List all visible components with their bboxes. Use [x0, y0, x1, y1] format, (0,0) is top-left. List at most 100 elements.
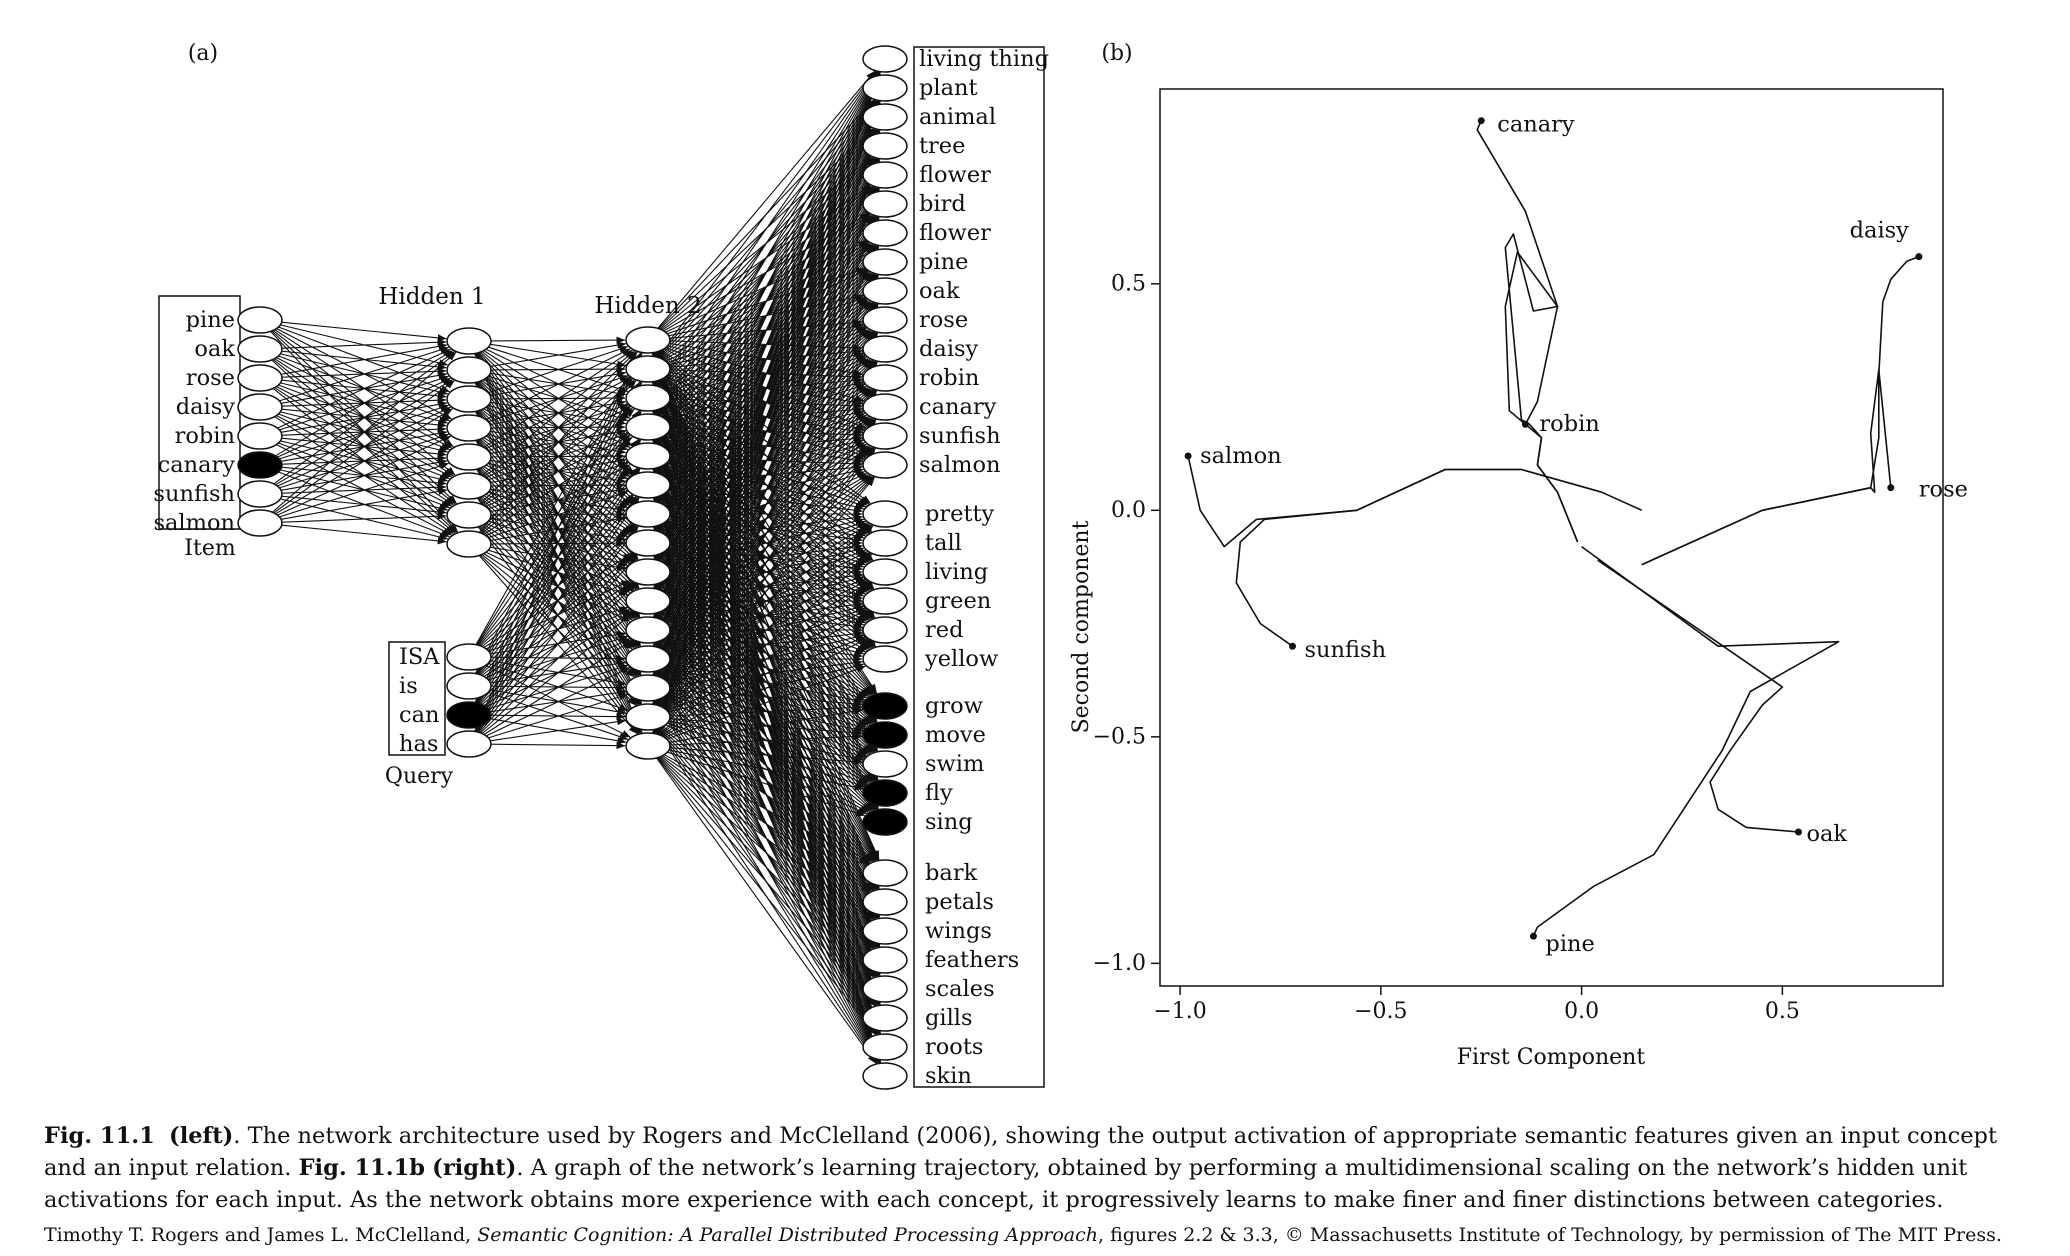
connection-arrow: [658, 756, 874, 978]
attribute-unit: [862, 558, 908, 586]
y-tick-label: 0.5: [1111, 271, 1146, 296]
connection-arrow: [488, 345, 629, 394]
connection-arrow: [490, 341, 627, 368]
attribute-unit-label: salmon: [919, 452, 1001, 478]
hidden1-unit: [446, 327, 492, 355]
connection-arrow: [659, 525, 874, 736]
connection-arrow: [480, 351, 637, 505]
attribute-unit-label: animal: [919, 104, 996, 130]
attribute-unit-label: skin: [925, 1063, 972, 1089]
figure-caption: Fig. 11.1 (left). The network architectu…: [44, 1120, 2034, 1216]
attribute-unit: [862, 587, 908, 615]
connection-arrow: [474, 381, 643, 732]
connection-arrow: [662, 726, 870, 864]
connection-arrow: [652, 72, 881, 705]
attribute-unit: [862, 277, 908, 305]
connection-arrow: [657, 757, 875, 1007]
connection-arrow: [281, 321, 447, 342]
connection-arrow: [653, 71, 880, 560]
item-unit-label: rose: [186, 365, 235, 391]
connection-arrow: [653, 381, 880, 861]
item-unit: [237, 393, 283, 421]
attribute-unit-label: canary: [919, 394, 997, 420]
attribute-unit-label: green: [925, 588, 991, 614]
hidden2-unit: [625, 355, 671, 383]
item-unit: [237, 451, 283, 479]
connection-arrow: [481, 408, 635, 534]
connection-arrow: [485, 348, 631, 421]
connection-arrow: [669, 732, 863, 746]
attribute-unit: [862, 946, 908, 974]
connection-arrow: [654, 361, 878, 734]
connection-arrow: [475, 352, 641, 645]
hidden2-unit: [625, 471, 671, 499]
connection-arrow: [654, 71, 878, 444]
hidden2-unit: [625, 384, 671, 412]
connection-arrow: [669, 689, 863, 708]
caption-fig-a-side: (left): [169, 1123, 234, 1149]
attribute-unit: [862, 1004, 908, 1032]
trajectory-line: [1532, 545, 1840, 937]
connection-arrow: [652, 72, 880, 618]
trajectory-line: [1597, 559, 1799, 833]
connection-arrow: [481, 350, 635, 476]
connection-arrow: [483, 639, 633, 735]
y-tick-label: −0.5: [1093, 724, 1146, 749]
attribute-unit-label: pretty: [925, 501, 995, 527]
hidden1-unit: [446, 356, 492, 384]
attribute-unit: [862, 779, 908, 807]
attribute-unit: [862, 917, 908, 945]
connection-arrow: [653, 274, 879, 734]
connection-arrow: [490, 718, 627, 742]
attribute-unit-label: feathers: [925, 947, 1019, 973]
connection-arrow: [273, 351, 455, 485]
connection-arrow: [660, 524, 872, 696]
trajectory-line: [1641, 255, 1920, 566]
attribute-unit: [862, 393, 908, 421]
y-axis-label: Second component: [1069, 520, 1094, 733]
attribute-unit-label: pine: [919, 249, 968, 275]
connection-arrow: [488, 693, 629, 739]
x-tick-label: −1.0: [1153, 999, 1206, 1024]
connection-arrow: [655, 419, 877, 735]
unit-labels: pine oak rose daisy robin canary sunfish salmon…: [153, 46, 1049, 1089]
network-units: [237, 45, 908, 1090]
trajectory-line: [1235, 468, 1522, 647]
attribute-unit: [862, 132, 908, 160]
series-label: daisy: [1850, 218, 1910, 244]
hidden2-unit: [625, 703, 671, 731]
connection-arrow: [657, 477, 875, 735]
attribute-unit: [862, 721, 908, 749]
credit-rest: , figures 2.2 & 3.3, © Massachusetts Ins…: [1098, 1224, 2002, 1246]
connection-arrow: [652, 159, 881, 734]
attribute-unit-label: tall: [925, 530, 962, 556]
attribute-unit-label: tree: [919, 133, 965, 159]
network-diagram-panel: (a) pine oak rose daisy robin canary sunfish sa…: [153, 41, 1049, 1090]
connection-arrow: [660, 697, 872, 863]
connection-arrow: [275, 408, 453, 515]
panel-a-label: (a): [188, 41, 218, 66]
item-unit-label: canary: [158, 452, 236, 478]
connection-arrow: [275, 350, 453, 457]
item-unit: [237, 364, 283, 392]
attribute-unit: [862, 500, 908, 528]
query-unit: [446, 701, 492, 729]
connection-arrow: [279, 462, 450, 518]
connection-arrow: [656, 409, 876, 694]
trajectory-endpoint: [1915, 253, 1923, 261]
connection-arrow: [668, 749, 864, 791]
connection-arrow: [669, 747, 863, 766]
connection-arrow: [652, 130, 881, 734]
item-unit: [237, 509, 283, 537]
hidden2-unit: [625, 645, 671, 673]
connection-arrow: [653, 245, 880, 734]
panel-b-label: (b): [1101, 41, 1132, 66]
attribute-unit: [862, 692, 908, 720]
attribute-unit: [862, 364, 908, 392]
hidden2-label: Hidden 2: [594, 293, 701, 319]
connection-arrow: [661, 582, 871, 737]
connection-arrow: [281, 487, 448, 520]
attribute-unit-label: living: [925, 559, 988, 585]
attribute-unit-label: petals: [925, 889, 994, 915]
hidden1-unit: [446, 385, 492, 413]
